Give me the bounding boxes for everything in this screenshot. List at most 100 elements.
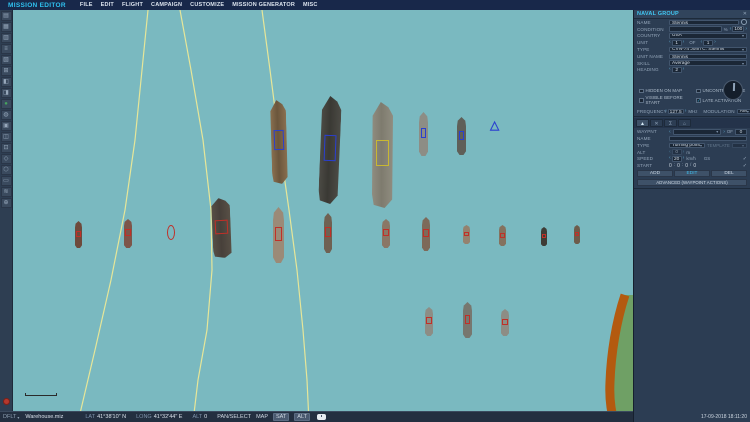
stepper-left-icon[interactable]: ‹ <box>665 107 667 114</box>
checkbox-icon[interactable]: ✓ <box>696 98 701 104</box>
toolbar-button[interactable]: ▧ <box>0 55 12 65</box>
ship-unit[interactable] <box>541 227 547 246</box>
country-select[interactable]: USA ▾ <box>669 33 747 39</box>
ship-unit[interactable] <box>463 302 472 338</box>
menu-campaign[interactable]: CAMPAIGN <box>151 2 183 8</box>
checkbox-icon[interactable] <box>696 88 701 94</box>
gs-checkbox[interactable]: ✓ <box>742 155 747 162</box>
carrier-unit[interactable] <box>210 198 232 259</box>
advanced-waypoint-actions-button[interactable]: ADVANCED (WAYPOINT ACTIONS) <box>637 179 747 187</box>
delete-tab[interactable]: ✕ <box>650 119 663 128</box>
wp-alt-value[interactable]: 0 <box>671 149 682 155</box>
menu-mission-generator[interactable]: MISSION GENERATOR <box>232 2 296 8</box>
skill-select[interactable]: Average ▾ <box>669 60 747 66</box>
checkbox-late-activation[interactable]: ✓ LATE ACTIVATION <box>696 95 747 105</box>
ship-unit[interactable] <box>457 117 466 155</box>
stepper-left-icon[interactable]: ‹ <box>669 66 671 73</box>
stepper-right-icon[interactable]: › <box>682 148 685 155</box>
frequency-value[interactable]: 127.5 <box>667 108 684 115</box>
toolbar-button[interactable]: ⬡ <box>0 165 12 175</box>
stepper-left-icon[interactable]: ‹ <box>669 39 671 46</box>
menu-file[interactable]: FILE <box>79 2 93 8</box>
unit-marker-oval[interactable] <box>167 225 175 240</box>
toolbar-button[interactable]: ◇ <box>0 154 12 164</box>
checkbox-icon[interactable] <box>639 88 644 94</box>
del-button[interactable]: DEL <box>711 170 747 178</box>
start-hour[interactable]: 0 <box>677 162 680 169</box>
wp-name-input[interactable] <box>669 135 747 142</box>
ship-unit[interactable] <box>273 207 284 263</box>
toolbar-button[interactable]: ▥ <box>0 33 12 43</box>
condition-amount[interactable]: 100 <box>732 26 745 33</box>
toolbar-button[interactable]: ▣ <box>0 121 12 131</box>
stepper-right-icon[interactable]: › <box>684 107 687 114</box>
stepper-left-icon[interactable]: ‹ <box>669 128 671 135</box>
stepper-right-icon[interactable]: › <box>682 66 685 73</box>
toolbar-button[interactable]: ≋ <box>0 187 12 197</box>
wp-type-select[interactable]: Turning point ▾ <box>669 142 705 149</box>
toolbar-button[interactable]: ● <box>0 99 12 109</box>
toolbar-button[interactable]: ▤ <box>0 11 12 21</box>
stepper-left-icon[interactable]: ‹ <box>669 148 671 155</box>
theme-preset-select[interactable]: DFLT <box>3 414 17 420</box>
heading-knob[interactable] <box>723 80 743 100</box>
summary-tab[interactable]: Σ <box>664 119 677 128</box>
ship-unit[interactable] <box>463 225 470 244</box>
menu-customize[interactable]: CUSTOMIZE <box>190 2 225 8</box>
toolbar-button[interactable]: ⊞ <box>0 66 12 76</box>
start-day[interactable]: 0 <box>669 162 672 169</box>
modulation-select[interactable]: AM ▾ <box>736 108 750 115</box>
condition-input[interactable] <box>669 26 722 32</box>
map-button[interactable]: MAP <box>256 414 268 420</box>
wp-speed-stepper[interactable]: ‹ 20 › <box>669 156 684 162</box>
menu-edit[interactable]: EDIT <box>100 2 114 8</box>
ship-unit[interactable] <box>499 225 506 246</box>
group-name-input[interactable]: Stennis <box>669 19 739 26</box>
map-canvas[interactable]: △ <box>13 10 633 422</box>
ship-unit[interactable] <box>324 213 332 253</box>
ship-unit[interactable] <box>574 225 580 244</box>
menu-flight[interactable]: FLIGHT <box>121 2 144 8</box>
stepper-left-icon[interactable]: ‹ <box>729 25 732 32</box>
toolbar-button[interactable]: ◨ <box>0 88 12 98</box>
ship-unit[interactable] <box>75 221 82 248</box>
group-dial-button[interactable] <box>741 19 747 26</box>
toolbar-button[interactable]: ▦ <box>0 22 12 32</box>
wp-alt-stepper[interactable]: ‹ 0 › <box>669 149 684 155</box>
stepper-right-icon[interactable]: › <box>723 128 725 135</box>
unit-total[interactable]: 1 <box>703 39 714 46</box>
unit-marker-triangle[interactable]: △ <box>490 118 500 132</box>
ship-unit[interactable] <box>419 112 428 156</box>
carrier-unit[interactable] <box>372 102 393 208</box>
stepper-right-icon[interactable]: › <box>714 39 716 46</box>
sat-button[interactable]: SAT <box>272 413 290 421</box>
unit-count[interactable]: 1 <box>671 39 682 46</box>
start-min[interactable]: 0 <box>685 162 689 169</box>
carrier-unit[interactable] <box>270 100 289 185</box>
stepper-left-icon[interactable]: ‹ <box>669 155 671 162</box>
unit-type-select[interactable]: CVN-74 John C. Stennis ▾ <box>669 46 747 53</box>
record-icon[interactable] <box>3 398 10 405</box>
heading-value[interactable]: 2 <box>671 67 682 73</box>
stepper-right-icon[interactable]: › <box>682 39 685 46</box>
waypnt-total[interactable]: 0 <box>735 128 747 135</box>
checkbox-icon[interactable] <box>639 98 644 103</box>
stepper-left-icon[interactable]: ‹ <box>700 39 703 46</box>
toolbar-button[interactable]: ⊡ <box>0 143 12 153</box>
checkbox-visible-before-start[interactable]: VISIBLE BEFORE START <box>639 95 696 105</box>
home-tab[interactable]: ⌂ <box>678 119 691 128</box>
unit-count-stepper[interactable]: ‹ 1 › <box>669 40 684 46</box>
template-select[interactable]: ▾ <box>731 142 747 149</box>
toolbar-button[interactable]: ≡ <box>0 44 12 54</box>
ship-unit[interactable] <box>124 219 132 248</box>
edit-button[interactable]: EDIT <box>674 170 710 178</box>
pan-select-button[interactable]: PAN/SELECT <box>217 414 252 420</box>
frequency-stepper[interactable]: ‹ 127.5 › <box>665 107 687 115</box>
add-button[interactable]: ADD <box>637 170 673 178</box>
toolbar-button[interactable]: ⊕ <box>0 198 12 208</box>
checkbox-hidden-on-map[interactable]: HIDDEN ON MAP <box>639 88 696 93</box>
toolbar-button[interactable]: ◧ <box>0 77 12 87</box>
condition-stepper[interactable]: ‹ 100 › <box>730 26 747 32</box>
carrier-unit[interactable] <box>318 96 342 205</box>
close-icon[interactable]: ✕ <box>742 11 747 17</box>
